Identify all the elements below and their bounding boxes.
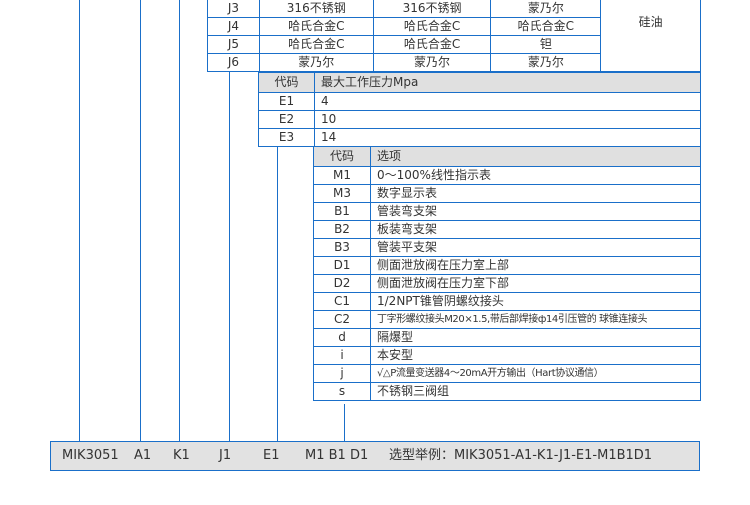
cell: 哈氏合金C (490, 17, 602, 36)
header-cell: 选项 (370, 146, 701, 167)
code-cell: s (313, 382, 371, 401)
option-cell: 侧面泄放阀在压力室下部 (370, 274, 701, 293)
table-header: 代码 最大工作压力Mpa (258, 72, 701, 93)
connector-line (140, 0, 141, 441)
cell: 哈氏合金C (258, 35, 374, 54)
table-row: s 不锈钢三阀组 (313, 382, 701, 401)
table-row: D2 侧面泄放阀在压力室下部 (313, 274, 701, 293)
cell: 蒙乃尔 (490, 53, 602, 72)
code-cell: C2 (313, 310, 371, 329)
header-cell: 最大工作压力Mpa (314, 72, 701, 93)
code-e: E1 (263, 448, 280, 463)
code-cell: B3 (313, 238, 371, 257)
table-row: E3 14 (258, 128, 701, 147)
code-cell: E1 (258, 92, 315, 111)
cell: 316不锈钢 (372, 0, 492, 18)
example-bar: MIK3051 A1 K1 J1 E1 M1 B1 D1 选型举例：MIK305… (50, 441, 700, 471)
cell: 哈氏合金C (258, 17, 374, 36)
code-cell: E2 (258, 110, 315, 129)
code-cell: i (313, 346, 371, 365)
table-row: i 本安型 (313, 346, 701, 365)
table-row: B1 管装弯支架 (313, 202, 701, 221)
code-cell: J3 (207, 0, 260, 18)
cell: 蒙乃尔 (490, 0, 602, 18)
table-row: C2 丁字形螺纹接头M20×1.5,带后部焊接ф14引压管的 球锥连接头 (313, 310, 701, 329)
table-row: B2 板装弯支架 (313, 220, 701, 239)
connector-line (344, 404, 345, 441)
code-cell: E3 (258, 128, 315, 147)
connector-line (277, 146, 278, 441)
option-cell: 侧面泄放阀在压力室上部 (370, 256, 701, 275)
code-cell: D1 (313, 256, 371, 275)
table-row: J3 316不锈钢 316不锈钢 蒙乃尔 硅油 (207, 0, 701, 72)
cell: 哈氏合金C (372, 17, 492, 36)
header-cell: 代码 (258, 72, 315, 93)
example-text: 选型举例：MIK3051-A1-K1-J1-E1-M1B1D1 (389, 448, 653, 463)
option-cell: 数字显示表 (370, 184, 701, 203)
option-cell: 1/2NPT锥管阴螺纹接头 (370, 292, 701, 311)
code-cell: J5 (207, 35, 260, 54)
table-row: M1 0～100%线性指示表 (313, 166, 701, 185)
cell: 蒙乃尔 (372, 53, 492, 72)
code-k: K1 (173, 448, 190, 463)
pressure-table: 代码 最大工作压力Mpa E1 4 E2 10 E3 14 (258, 72, 701, 147)
code-cell: J6 (207, 53, 260, 72)
cell: 哈氏合金C (372, 35, 492, 54)
code-j: J1 (219, 448, 232, 463)
option-cell: 管装弯支架 (370, 202, 701, 221)
table-header: 代码 选项 (313, 146, 701, 167)
options-table: 代码 选项 M1 0～100%线性指示表 M3 数字显示表 B1 管装弯支架 B2 板装弯支架 B… (313, 146, 701, 401)
cell: 钽 (490, 35, 602, 54)
table-row: D1 侧面泄放阀在压力室上部 (313, 256, 701, 275)
option-cell: 隔爆型 (370, 328, 701, 347)
code-cell: M3 (313, 184, 371, 203)
code-cell: B2 (313, 220, 371, 239)
table-row: E1 4 (258, 92, 701, 111)
connector-line (179, 0, 180, 441)
table-row: j √△P流量变送器4～20mA开方输出（Hart协议通信） (313, 364, 701, 383)
table-row: d 隔爆型 (313, 328, 701, 347)
code-cell: M1 (313, 166, 371, 185)
cell: 4 (314, 92, 701, 111)
option-cell: 管装平支架 (370, 238, 701, 257)
cell: 14 (314, 128, 701, 147)
table-row: C1 1/2NPT锥管阴螺纹接头 (313, 292, 701, 311)
option-cell: 丁字形螺纹接头M20×1.5,带后部焊接ф14引压管的 球锥连接头 (370, 310, 701, 329)
header-cell: 代码 (313, 146, 371, 167)
code-cell: D2 (313, 274, 371, 293)
code-cell: C1 (313, 292, 371, 311)
option-cell: 不锈钢三阀组 (370, 382, 701, 401)
cell: 蒙乃尔 (258, 53, 374, 72)
material-table: J3 316不锈钢 316不锈钢 蒙乃尔 硅油 J4 哈氏合金C 哈氏合金C 哈氏合金C J5… (207, 0, 701, 72)
cell: 10 (314, 110, 701, 129)
option-cell: √△P流量变送器4～20mA开方输出（Hart协议通信） (370, 364, 701, 383)
code-cell: d (313, 328, 371, 347)
code-cell: j (313, 364, 371, 383)
option-cell: 板装弯支架 (370, 220, 701, 239)
table-row: M3 数字显示表 (313, 184, 701, 203)
table-row: E2 10 (258, 110, 701, 129)
option-cell: 本安型 (370, 346, 701, 365)
fill-fluid-cell: 硅油 (600, 0, 701, 72)
code-cell: J4 (207, 17, 260, 36)
model-code: MIK3051 (62, 448, 119, 463)
table-row: B3 管装平支架 (313, 238, 701, 257)
cell: 316不锈钢 (258, 0, 374, 18)
connector-line (229, 72, 230, 441)
option-cell: 0～100%线性指示表 (370, 166, 701, 185)
table-row: J6 蒙乃尔 蒙乃尔 蒙乃尔 (207, 53, 701, 72)
code-options: M1 B1 D1 (305, 448, 369, 463)
code-cell: B1 (313, 202, 371, 221)
code-a: A1 (134, 448, 152, 463)
connector-line (79, 0, 80, 441)
